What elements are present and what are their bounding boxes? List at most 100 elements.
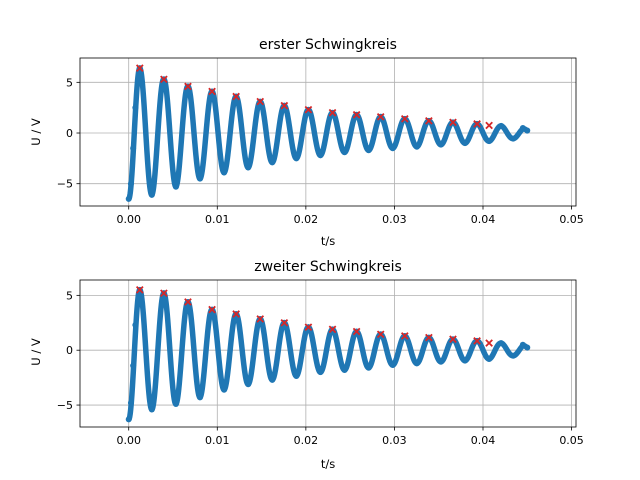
- peak-marker: [208, 87, 216, 96]
- peak-marker: [280, 318, 289, 327]
- peak-marker: [400, 114, 409, 123]
- signal-point: [389, 362, 396, 369]
- signal-point: [365, 147, 372, 154]
- x-tick-label: 0.00: [116, 434, 141, 447]
- x-tick-label: 0.03: [382, 434, 407, 447]
- peak-marker: [184, 82, 192, 91]
- signal-point: [245, 164, 252, 171]
- x-ticks: 0.00 0.01 0.02 0.03 0.04 0.05: [116, 206, 584, 226]
- peak-marker: [425, 333, 433, 342]
- signal-point: [413, 143, 420, 150]
- x-tick-label: 0.04: [471, 213, 496, 226]
- signal-point: [524, 127, 531, 134]
- chart-title: zweiter Schwingkreis: [254, 259, 402, 275]
- peak-marker: [208, 305, 216, 314]
- peak-marker: [376, 330, 385, 339]
- signal-point: [172, 400, 179, 407]
- peak-marker: [160, 289, 168, 298]
- chart-title: erster Schwingkreis: [259, 37, 397, 53]
- peak-marker: [425, 117, 433, 125]
- signal-point: [519, 341, 526, 348]
- signal-trace: [125, 65, 531, 202]
- signal-point: [269, 376, 276, 383]
- signal-point: [132, 321, 139, 328]
- peak-marker: [352, 327, 361, 336]
- peak-marker: [232, 92, 240, 101]
- x-tick-label: 0.02: [294, 434, 319, 447]
- signal-point: [341, 149, 348, 156]
- signal-point: [197, 394, 204, 401]
- x-tick-label: 0.05: [559, 213, 584, 226]
- x-tick-label: 0.05: [559, 434, 584, 447]
- peak-marker: [473, 120, 481, 128]
- signal-point: [221, 386, 228, 393]
- axes-frame: [79, 279, 577, 428]
- signal-point: [221, 169, 228, 176]
- x-tick-label: 0.01: [205, 213, 230, 226]
- signal-point: [132, 104, 139, 111]
- y-axis-label: U / V: [29, 338, 43, 366]
- y-tick-label: 5: [66, 76, 73, 89]
- y-tick-label: −5: [57, 399, 73, 412]
- x-tick-label: 0.02: [294, 213, 319, 226]
- peak-markers: [135, 64, 493, 130]
- peak-marker: [135, 64, 144, 72]
- signal-point: [148, 191, 155, 198]
- peak-marker: [328, 325, 337, 334]
- y-ticks: −5 0 5: [57, 76, 80, 191]
- subplot-zweiter-schwingkreis: zweiter Schwingkreis t/s U / V 0.00 0.01 0…: [29, 259, 584, 471]
- signal-point: [130, 145, 137, 152]
- peak-marker: [485, 121, 493, 130]
- signal-point: [130, 362, 137, 369]
- signal-point: [510, 135, 517, 142]
- x-axis-label: t/s: [321, 457, 335, 471]
- signal-point: [197, 175, 204, 182]
- signal-point: [486, 355, 493, 362]
- signal-point: [519, 124, 526, 131]
- signal-point: [437, 141, 444, 148]
- y-tick-label: 0: [66, 127, 73, 140]
- axes-frame: [79, 57, 577, 207]
- peak-marker: [449, 118, 457, 127]
- signal-point: [317, 152, 324, 159]
- x-axis-label: t/s: [321, 234, 335, 248]
- signal-trace: [125, 287, 531, 423]
- signal-point: [293, 372, 300, 379]
- signal-point: [127, 180, 134, 187]
- peak-marker: [135, 286, 144, 294]
- signal-point: [524, 344, 531, 351]
- signal-point: [293, 155, 300, 162]
- y-axis-label: U / V: [29, 118, 43, 146]
- peak-marker: [473, 337, 481, 345]
- signal-point: [245, 381, 252, 388]
- signal-point: [341, 366, 348, 373]
- peak-marker: [400, 332, 409, 340]
- y-ticks: −5 0 5: [57, 289, 80, 412]
- signal-point: [462, 357, 469, 364]
- peak-marker: [232, 310, 240, 318]
- signal-point: [413, 360, 420, 367]
- signal-point: [510, 352, 517, 359]
- x-tick-label: 0.01: [205, 434, 230, 447]
- peak-marker: [256, 315, 265, 323]
- peak-marker: [376, 112, 385, 121]
- signal-point: [498, 122, 505, 129]
- peak-marker: [304, 323, 313, 332]
- signal-point: [127, 399, 134, 406]
- peak-marker: [304, 105, 313, 114]
- peak-marker: [256, 97, 265, 106]
- peak-marker: [160, 75, 168, 84]
- signal-point: [486, 138, 493, 145]
- subplot-erster-schwingkreis: erster Schwingkreis t/s U / V 0.00 0.01 0.…: [29, 37, 584, 248]
- signal-point: [365, 364, 372, 371]
- y-tick-label: 5: [66, 289, 73, 302]
- x-tick-label: 0.03: [382, 213, 407, 226]
- signal-point: [172, 183, 179, 190]
- signal-point: [269, 159, 276, 166]
- signal-point: [389, 145, 396, 152]
- signal-point: [498, 340, 505, 347]
- peak-marker: [449, 335, 457, 344]
- x-ticks: 0.00 0.01 0.02 0.03 0.04 0.05: [116, 427, 584, 447]
- signal-point: [125, 195, 132, 202]
- y-tick-label: 0: [66, 344, 73, 357]
